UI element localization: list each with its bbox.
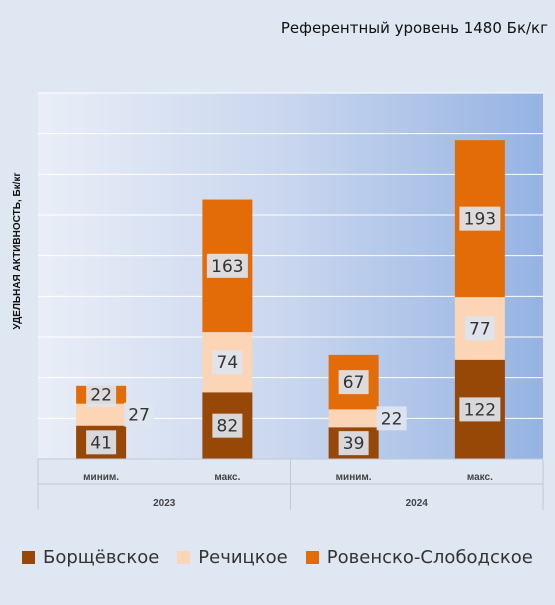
legend-label: Борщёвское [43, 547, 160, 568]
reference-level-annotation: Референтный уровень 1480 Бк/кг [281, 19, 548, 37]
data-label-bg [338, 370, 369, 395]
data-label: 122 [464, 400, 496, 420]
data-label: 74 [217, 353, 239, 373]
legend-swatch [177, 551, 191, 564]
legend-item: Борщёвское [22, 547, 159, 568]
x-tick-label: макс. [214, 472, 240, 483]
data-label-bg [206, 253, 248, 278]
legend-item: Ровенско-Слободское [305, 547, 533, 568]
x-tick-label: макс. [467, 472, 493, 483]
bar-segment [328, 409, 379, 428]
data-label-bg [459, 206, 501, 231]
legend-swatch [22, 551, 35, 564]
data-label-bg [86, 430, 117, 455]
data-label: 22 [381, 409, 403, 429]
data-label-bg [86, 382, 117, 407]
data-label: 41 [90, 433, 112, 453]
legend-label: Речицкое [198, 547, 288, 568]
data-label: 82 [217, 417, 239, 437]
legend-label: Ровенско-Слободское [326, 547, 533, 568]
data-label: 27 [128, 406, 150, 426]
data-labels: 41 27 22 82 74 163 39 22 67 122 77 193 [86, 206, 501, 456]
x-group-label: 2023 [153, 498, 176, 509]
data-label-bg [212, 350, 243, 375]
data-label: 163 [211, 257, 243, 277]
legend: Борщёвское Речицкое Ровенско-Слободское [22, 547, 551, 568]
data-label-bg [376, 406, 407, 431]
data-label: 39 [343, 434, 365, 454]
x-group-label: 2024 [406, 498, 429, 509]
data-label: 193 [464, 210, 496, 230]
data-label-bg [464, 316, 495, 341]
data-label-bg [212, 413, 243, 438]
bars [76, 140, 505, 459]
data-label-bg [338, 431, 369, 456]
x-tick-label: миним. [336, 472, 372, 483]
data-label-bg [124, 402, 155, 427]
bar-segment [76, 403, 127, 426]
y-axis-label: УДЕЛЬНАЯ АКТИВНОСТЬ, Бк/кг [12, 172, 23, 329]
x-axis: миним. макс. миним. макс. 2023 2024 [37, 458, 544, 510]
data-label-bg [459, 397, 501, 422]
data-label: 67 [343, 373, 365, 393]
legend-swatch [305, 551, 319, 564]
data-label: 77 [469, 319, 491, 339]
data-label: 22 [90, 386, 112, 406]
legend-item: Речицкое [177, 547, 288, 568]
x-tick-label: миним. [83, 472, 119, 483]
